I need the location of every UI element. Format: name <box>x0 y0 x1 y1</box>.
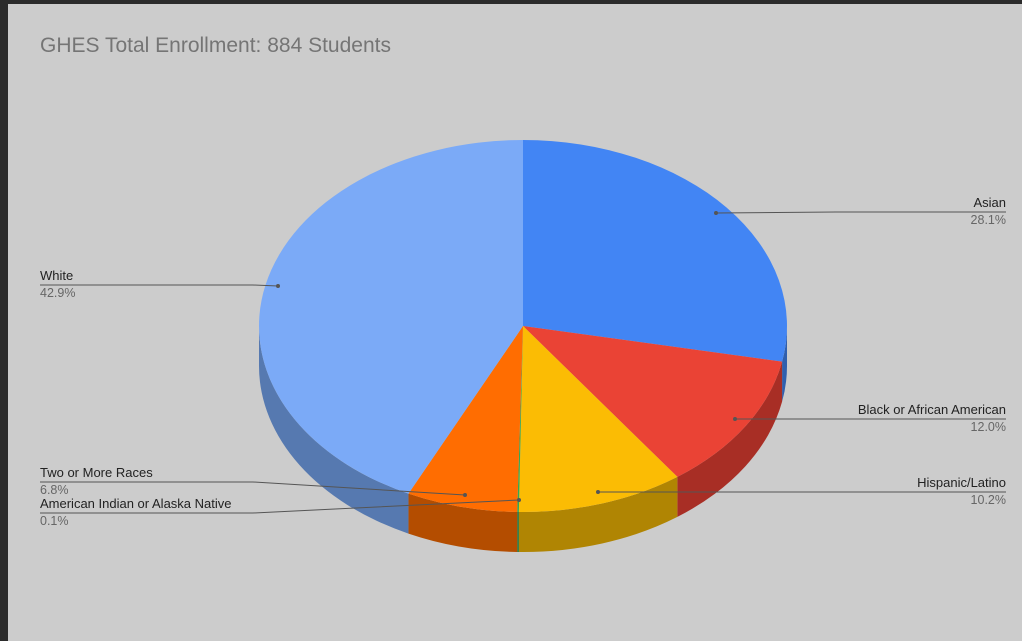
callout-line <box>715 211 1006 214</box>
callout-dot <box>596 490 600 494</box>
callout-dot <box>276 284 280 288</box>
pie-tops <box>259 140 787 512</box>
callout-asian: Asian 28.1% <box>714 195 1006 227</box>
pie-slice-american-indian-or-alaska-native[interactable] <box>517 326 523 512</box>
pie-slice-black-or-african-american[interactable] <box>523 326 783 477</box>
pie-slice-asian[interactable] <box>523 140 787 362</box>
slice-percent: 12.0% <box>971 420 1006 434</box>
slice-percent: 28.1% <box>971 213 1006 227</box>
pie-slice-two-or-more-races[interactable] <box>408 326 523 512</box>
pie-side-black-or-african-american <box>677 361 783 517</box>
slice-label: Asian <box>973 195 1006 210</box>
pie-slice-hispanic-latino[interactable] <box>518 326 678 512</box>
slice-label: American Indian or Alaska Native <box>40 496 231 511</box>
slice-label: Two or More Races <box>40 465 153 480</box>
slice-label: Hispanic/Latino <box>917 475 1006 490</box>
callout-hispanic-latino: Hispanic/Latino 10.2% <box>596 475 1006 507</box>
slice-label: White <box>40 268 73 283</box>
callout-american-indian-or-alaska-native: American Indian or Alaska Native 0.1% <box>40 496 521 528</box>
pie-callouts: Asian 28.1% Black or African American 12.0%… <box>40 195 1006 528</box>
pie-side-asian <box>782 326 787 402</box>
callout-dot <box>714 211 718 215</box>
chart-title: GHES Total Enrollment: 884 Students <box>40 34 391 57</box>
pie-side-american-indian-or-alaska-native <box>517 511 519 552</box>
callout-dot <box>517 498 521 502</box>
slice-label: Black or African American <box>858 402 1006 417</box>
callout-line <box>40 284 279 287</box>
pie-chart: Asian 28.1% Black or African American 12.0%… <box>40 140 1006 552</box>
slice-percent: 10.2% <box>971 493 1006 507</box>
callout-dot <box>733 417 737 421</box>
chart-card: GHES Total Enrollment: 884 Students Asia… <box>8 4 1022 641</box>
callout-line <box>40 481 466 496</box>
pie-slice-white[interactable] <box>259 140 523 494</box>
pie-side-two-or-more-races <box>408 493 518 552</box>
callout-line <box>40 499 520 514</box>
callout-two-or-more-races: Two or More Races 6.8% <box>40 465 467 497</box>
slice-percent: 6.8% <box>40 483 69 497</box>
slice-percent: 0.1% <box>40 514 69 528</box>
slice-percent: 42.9% <box>40 286 75 300</box>
pie-side-hispanic-latino <box>518 476 678 552</box>
pie-sides <box>259 326 787 552</box>
pie-side-white <box>259 326 409 534</box>
callout-black-or-african-american: Black or African American 12.0% <box>733 402 1006 434</box>
callout-white: White 42.9% <box>40 268 280 300</box>
callout-dot <box>463 493 467 497</box>
